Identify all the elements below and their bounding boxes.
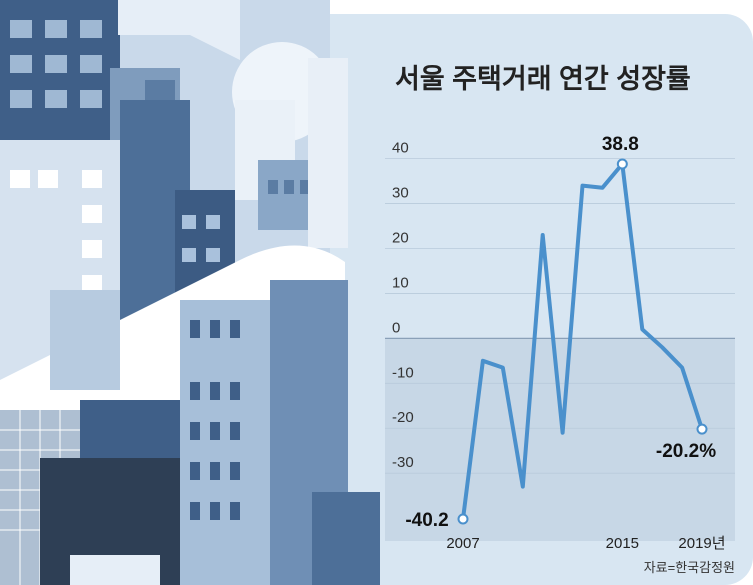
building-lightblue — [50, 290, 120, 390]
y-tick-label: 30 — [392, 185, 409, 202]
chart-title: 서울 주택거래 연간 성장률 — [395, 64, 691, 94]
data-point-marker-start — [457, 513, 469, 525]
series-layer — [461, 162, 704, 521]
building-band — [80, 400, 180, 460]
y-tick-label: 40 — [392, 140, 409, 157]
source-note: 자료=한국감정원 — [644, 560, 735, 575]
data-point-marker-peak — [616, 158, 628, 170]
building-thin — [308, 58, 348, 248]
y-tick-label: -20 — [392, 409, 414, 426]
x-tick-label: 2007 — [446, 535, 479, 552]
building-windows — [10, 20, 102, 108]
x-tick-label: 2019년 — [678, 535, 725, 552]
building-windows-navy — [182, 215, 220, 262]
roof-shape — [118, 0, 240, 60]
apartment-windows — [190, 320, 240, 520]
y-tick-label: 0 — [392, 319, 400, 336]
y-tick-label: -10 — [392, 364, 414, 381]
building-windows-left — [10, 170, 102, 328]
building-small — [312, 492, 380, 585]
data-point-marker-end — [696, 423, 708, 435]
annotation-start-value: -40.2 — [405, 510, 448, 531]
annotation-end-value: -20.2% — [656, 441, 716, 462]
markers-layer — [457, 158, 708, 525]
below-zero-area-layer — [385, 338, 735, 541]
y-tick-label: -30 — [392, 454, 414, 471]
y-tick-label: 20 — [392, 229, 409, 246]
y-axis-ticks: 40 30 20 10 0 -10 -20 -30 — [392, 140, 414, 472]
city-illustration — [0, 0, 380, 585]
gridlines-layer — [385, 158, 735, 474]
below-zero-shade — [385, 338, 735, 541]
building-apartment — [180, 300, 270, 585]
y-tick-label: 10 — [392, 274, 409, 291]
house-small — [70, 555, 160, 585]
house-windows — [268, 180, 310, 194]
series-line — [461, 162, 704, 521]
annotation-peak-value: 38.8 — [602, 134, 639, 155]
x-axis-ticks: 2007 2015 2019년 — [446, 535, 725, 552]
x-tick-label: 2015 — [606, 535, 639, 552]
